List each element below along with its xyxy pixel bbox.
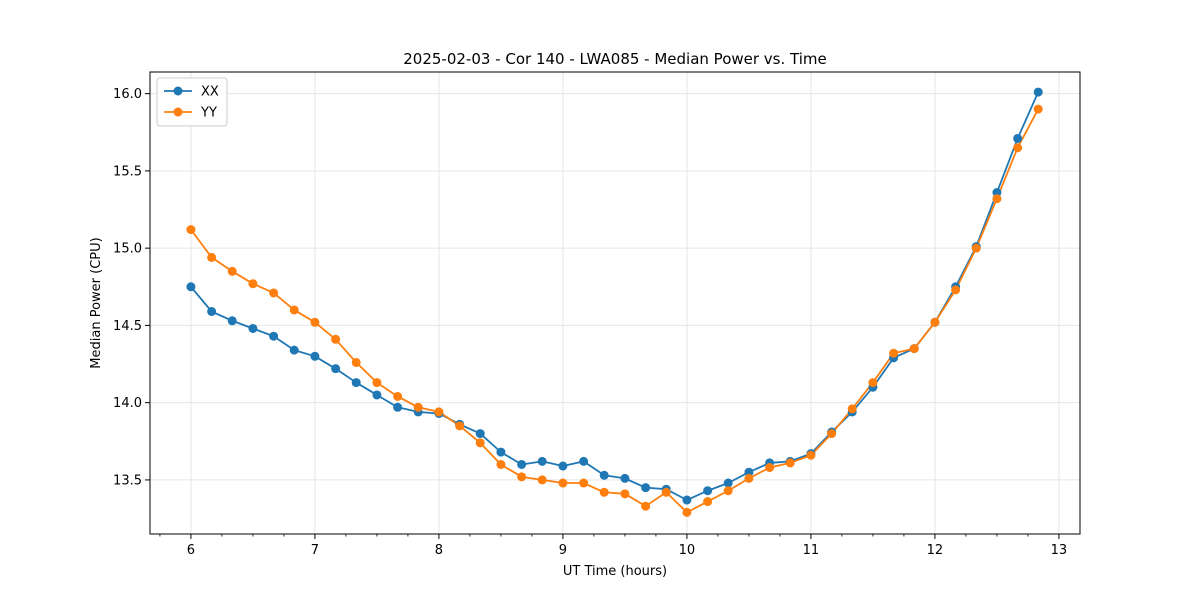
data-point-xx	[1033, 87, 1043, 97]
data-point-yy	[289, 305, 299, 315]
data-point-yy	[393, 391, 403, 401]
data-point-yy	[951, 285, 961, 295]
data-point-xx	[207, 307, 217, 316]
data-point-yy	[455, 421, 465, 431]
legend-label-xx: XX	[201, 85, 219, 100]
data-point-xx	[186, 282, 196, 292]
data-point-yy	[248, 279, 258, 289]
data-point-xx	[289, 345, 299, 355]
data-point-xx	[1013, 133, 1023, 143]
data-point-yy	[331, 334, 341, 344]
grid-lines	[150, 72, 1080, 534]
data-point-xx	[331, 364, 341, 374]
x-tick-label: 11	[803, 543, 820, 558]
x-axis-label: UT Time (hours)	[563, 564, 667, 579]
axis-ticks: 6 7 8 9 10 11 12 13 13.5 14.0 14.5 15.0 15.5 16.0	[113, 87, 1067, 558]
y-tick-label: 13.5	[113, 473, 142, 488]
x-tick-label: 10	[679, 543, 696, 558]
y-tick-label: 14.0	[113, 396, 142, 411]
data-point-xx	[269, 331, 279, 341]
x-tick-label: 6	[187, 543, 195, 558]
data-point-xx	[558, 461, 568, 471]
data-point-xx	[641, 483, 651, 493]
data-point-yy	[579, 478, 589, 488]
data-point-yy	[351, 357, 361, 367]
data-point-yy	[641, 501, 651, 511]
data-point-yy	[785, 458, 795, 468]
data-point-yy	[971, 243, 981, 253]
data-point-xx	[599, 470, 609, 480]
data-point-yy	[537, 475, 547, 485]
data-point-yy	[868, 378, 878, 388]
y-tick-label: 14.5	[113, 319, 142, 334]
data-point-xx	[475, 429, 485, 439]
data-point-yy	[723, 486, 733, 496]
data-point-xx	[496, 447, 506, 457]
data-point-yy	[765, 463, 775, 473]
data-point-xx	[351, 378, 361, 388]
data-point-xx	[620, 473, 630, 483]
data-point-yy	[661, 487, 671, 497]
data-point-yy	[372, 378, 382, 388]
data-point-xx	[393, 402, 403, 412]
data-point-yy	[517, 472, 527, 482]
plot-frame	[149, 71, 1081, 535]
chart-title: 2025-02-03 - Cor 140 - LWA085 - Median P…	[403, 50, 827, 68]
x-tick-label: 13	[1051, 543, 1068, 558]
series-layer	[186, 87, 1043, 517]
data-point-yy	[599, 487, 609, 497]
y-axis-label: Median Power (CPU)	[89, 237, 104, 368]
data-point-yy	[744, 473, 754, 483]
data-point-yy	[475, 438, 485, 448]
data-point-yy	[1033, 104, 1043, 114]
data-point-xx	[248, 323, 258, 333]
data-point-yy	[682, 507, 692, 517]
x-tick-label: 7	[311, 543, 319, 558]
data-point-xx	[227, 316, 237, 326]
y-tick-label: 15.5	[113, 164, 142, 179]
data-point-xx	[682, 495, 692, 505]
data-point-yy	[930, 317, 940, 327]
data-point-xx	[517, 459, 527, 469]
data-point-yy	[227, 266, 237, 276]
data-point-yy	[558, 478, 568, 488]
data-point-yy	[269, 288, 279, 298]
data-point-xx	[703, 486, 713, 496]
data-point-xx	[992, 188, 1002, 198]
data-point-yy	[496, 459, 506, 469]
data-point-yy	[620, 489, 630, 499]
data-point-yy	[827, 429, 837, 439]
legend-marker-xx	[173, 86, 183, 96]
data-point-yy	[413, 402, 423, 412]
data-point-yy	[1013, 143, 1023, 153]
data-point-yy	[889, 348, 899, 358]
data-point-xx	[537, 456, 547, 466]
data-point-yy	[310, 317, 320, 327]
data-point-yy	[434, 407, 444, 417]
y-tick-label: 16.0	[113, 87, 142, 102]
data-point-yy	[992, 194, 1002, 204]
data-point-yy	[207, 252, 217, 262]
data-point-xx	[372, 390, 382, 400]
data-point-xx	[579, 456, 589, 466]
legend-label-yy: YY	[200, 106, 217, 121]
data-point-yy	[847, 404, 857, 414]
y-tick-label: 15.0	[113, 242, 142, 257]
x-tick-label: 8	[435, 543, 443, 558]
data-point-yy	[703, 497, 713, 507]
data-point-xx	[744, 467, 754, 477]
legend-marker-yy	[173, 107, 183, 117]
x-tick-label: 12	[927, 543, 944, 558]
data-point-xx	[723, 478, 733, 488]
legend: XX YY	[156, 77, 228, 127]
data-point-yy	[909, 344, 919, 354]
x-tick-label: 9	[559, 543, 567, 558]
data-point-yy	[806, 450, 816, 460]
data-point-yy	[186, 225, 196, 235]
data-point-xx	[310, 351, 320, 361]
